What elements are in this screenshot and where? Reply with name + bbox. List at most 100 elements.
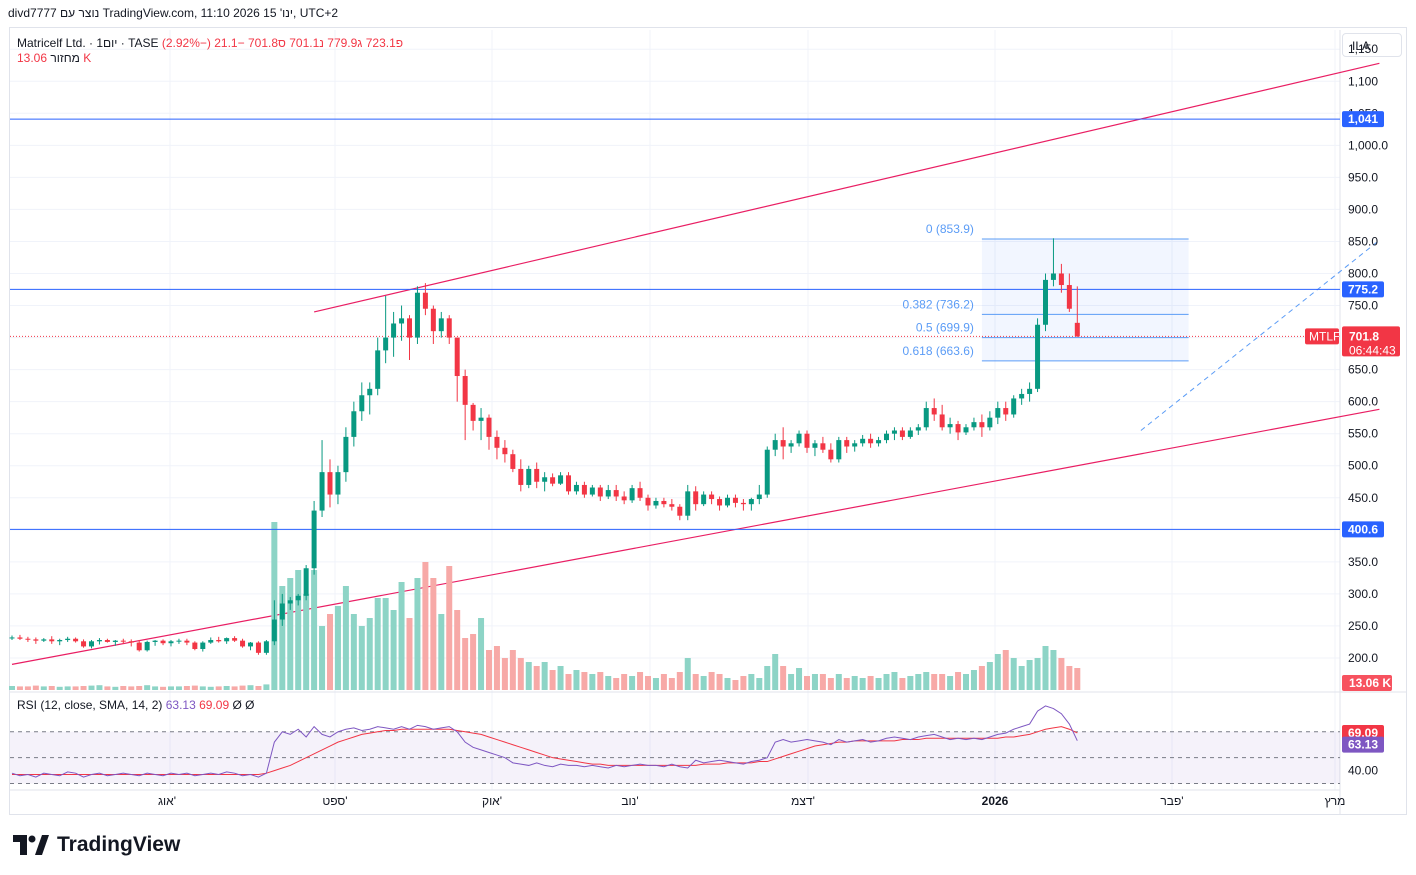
candle-body (1019, 393, 1025, 399)
candle-body (732, 497, 738, 503)
volume-bar (207, 686, 214, 690)
volume-bar (835, 674, 842, 690)
volume-bar (390, 610, 397, 690)
candle-body (669, 504, 675, 507)
candle-body (446, 318, 452, 338)
volume-bar (120, 686, 127, 690)
candle-body (661, 500, 667, 505)
price-tick-label: 600.0 (1348, 395, 1378, 409)
volume-bar (406, 618, 413, 690)
candle-body (995, 408, 1001, 418)
currency-button[interactable]: ILA (1342, 33, 1402, 57)
symbol-title[interactable]: Matricelf Ltd. · 1יום · TASE (17, 36, 159, 50)
price-tick-label: 750.0 (1348, 299, 1378, 313)
candle-body (65, 638, 71, 641)
candle-body (494, 436, 500, 448)
volume-bar (819, 674, 826, 690)
candle-body (542, 477, 548, 482)
volume-bar (1018, 666, 1025, 690)
candle-body (907, 430, 913, 437)
volume-bar (366, 618, 373, 690)
candle-body (383, 337, 389, 351)
volume-bar (168, 686, 174, 690)
candle-body (73, 638, 79, 642)
volume-bar (382, 598, 389, 690)
volume-bar (501, 658, 508, 690)
volume-bar (231, 686, 238, 690)
candle-body (144, 641, 150, 651)
candle-body (518, 468, 524, 485)
countdown-label: 06:44:43 (1349, 343, 1396, 357)
volume-bar (88, 685, 95, 690)
volume-bar (334, 606, 341, 690)
candle-body (558, 475, 564, 484)
candle-body (184, 640, 190, 643)
level-1041-label: 1,041 (1348, 112, 1378, 126)
volume-bar (287, 578, 294, 690)
chart-header: divd7777 נוצר עם TradingView.com, 11:10 … (8, 6, 339, 20)
volume-bar (740, 676, 747, 690)
volume-bar (867, 676, 874, 690)
candle-body (1058, 273, 1064, 286)
candle-body (860, 438, 866, 444)
volume-bar (533, 666, 540, 690)
time-tick-label: דצמ' (791, 794, 815, 808)
volume-bar (462, 638, 469, 690)
candle-body (645, 497, 651, 506)
volume-tag-bg (1342, 675, 1392, 691)
price-tick-label: 1,100 (1348, 74, 1378, 88)
rsi-legend-label[interactable]: RSI (12, close, SMA, 14, 2) (17, 698, 163, 712)
volume-bar (700, 676, 707, 690)
candle-body (788, 443, 794, 447)
symbol-legend: Matricelf Ltd. · 1יום · TASE פ723.1 ג779… (17, 35, 403, 51)
volume-bar (756, 678, 763, 690)
volume-bar (947, 676, 954, 690)
candle-body (621, 496, 627, 501)
volume-bar (780, 666, 787, 690)
candle-body (566, 475, 571, 492)
volume-bar (732, 680, 739, 690)
volume-bar (1050, 650, 1057, 690)
candle-body (1043, 279, 1048, 325)
volume-bar (263, 684, 270, 690)
volume-bar (56, 686, 63, 690)
volume-bar (629, 676, 636, 690)
candle-body (836, 440, 842, 460)
volume-bar (597, 672, 604, 690)
candle-body (89, 641, 94, 647)
candle-body (613, 490, 619, 497)
fib-level-label: 0.382 (736.2) (903, 297, 974, 311)
volume-bar (175, 686, 182, 690)
candle-body (947, 424, 953, 428)
volume-bar (676, 672, 683, 690)
candle-body (335, 472, 341, 495)
volume-bar (422, 562, 429, 690)
volume-bar (327, 614, 333, 690)
fib-level-label: 0.618 (663.6) (903, 344, 974, 358)
candle-body (717, 499, 723, 506)
volume-bar (994, 654, 1001, 690)
volume-bar (1074, 668, 1081, 690)
volume-bar (342, 586, 349, 690)
candle-body (104, 640, 110, 642)
candle-body (812, 443, 818, 448)
candle-body (868, 438, 874, 444)
candle-body (462, 376, 468, 405)
volume-bar (295, 570, 302, 690)
candle-body (772, 440, 778, 450)
candle-body (550, 477, 556, 484)
candle-body (939, 414, 945, 428)
candle-body (303, 568, 309, 596)
level-1041-label-bg (1342, 111, 1384, 128)
level-400-label-bg (1342, 521, 1384, 538)
candle-body (96, 640, 102, 642)
tradingview-logo[interactable]: TradingView (13, 832, 180, 858)
candle-body (780, 440, 786, 447)
candle-body (828, 449, 834, 460)
volume-bar (223, 686, 230, 690)
volume-bar (899, 678, 906, 690)
candle-body (136, 642, 142, 651)
candle-body (470, 404, 476, 421)
candle-body (748, 499, 754, 505)
